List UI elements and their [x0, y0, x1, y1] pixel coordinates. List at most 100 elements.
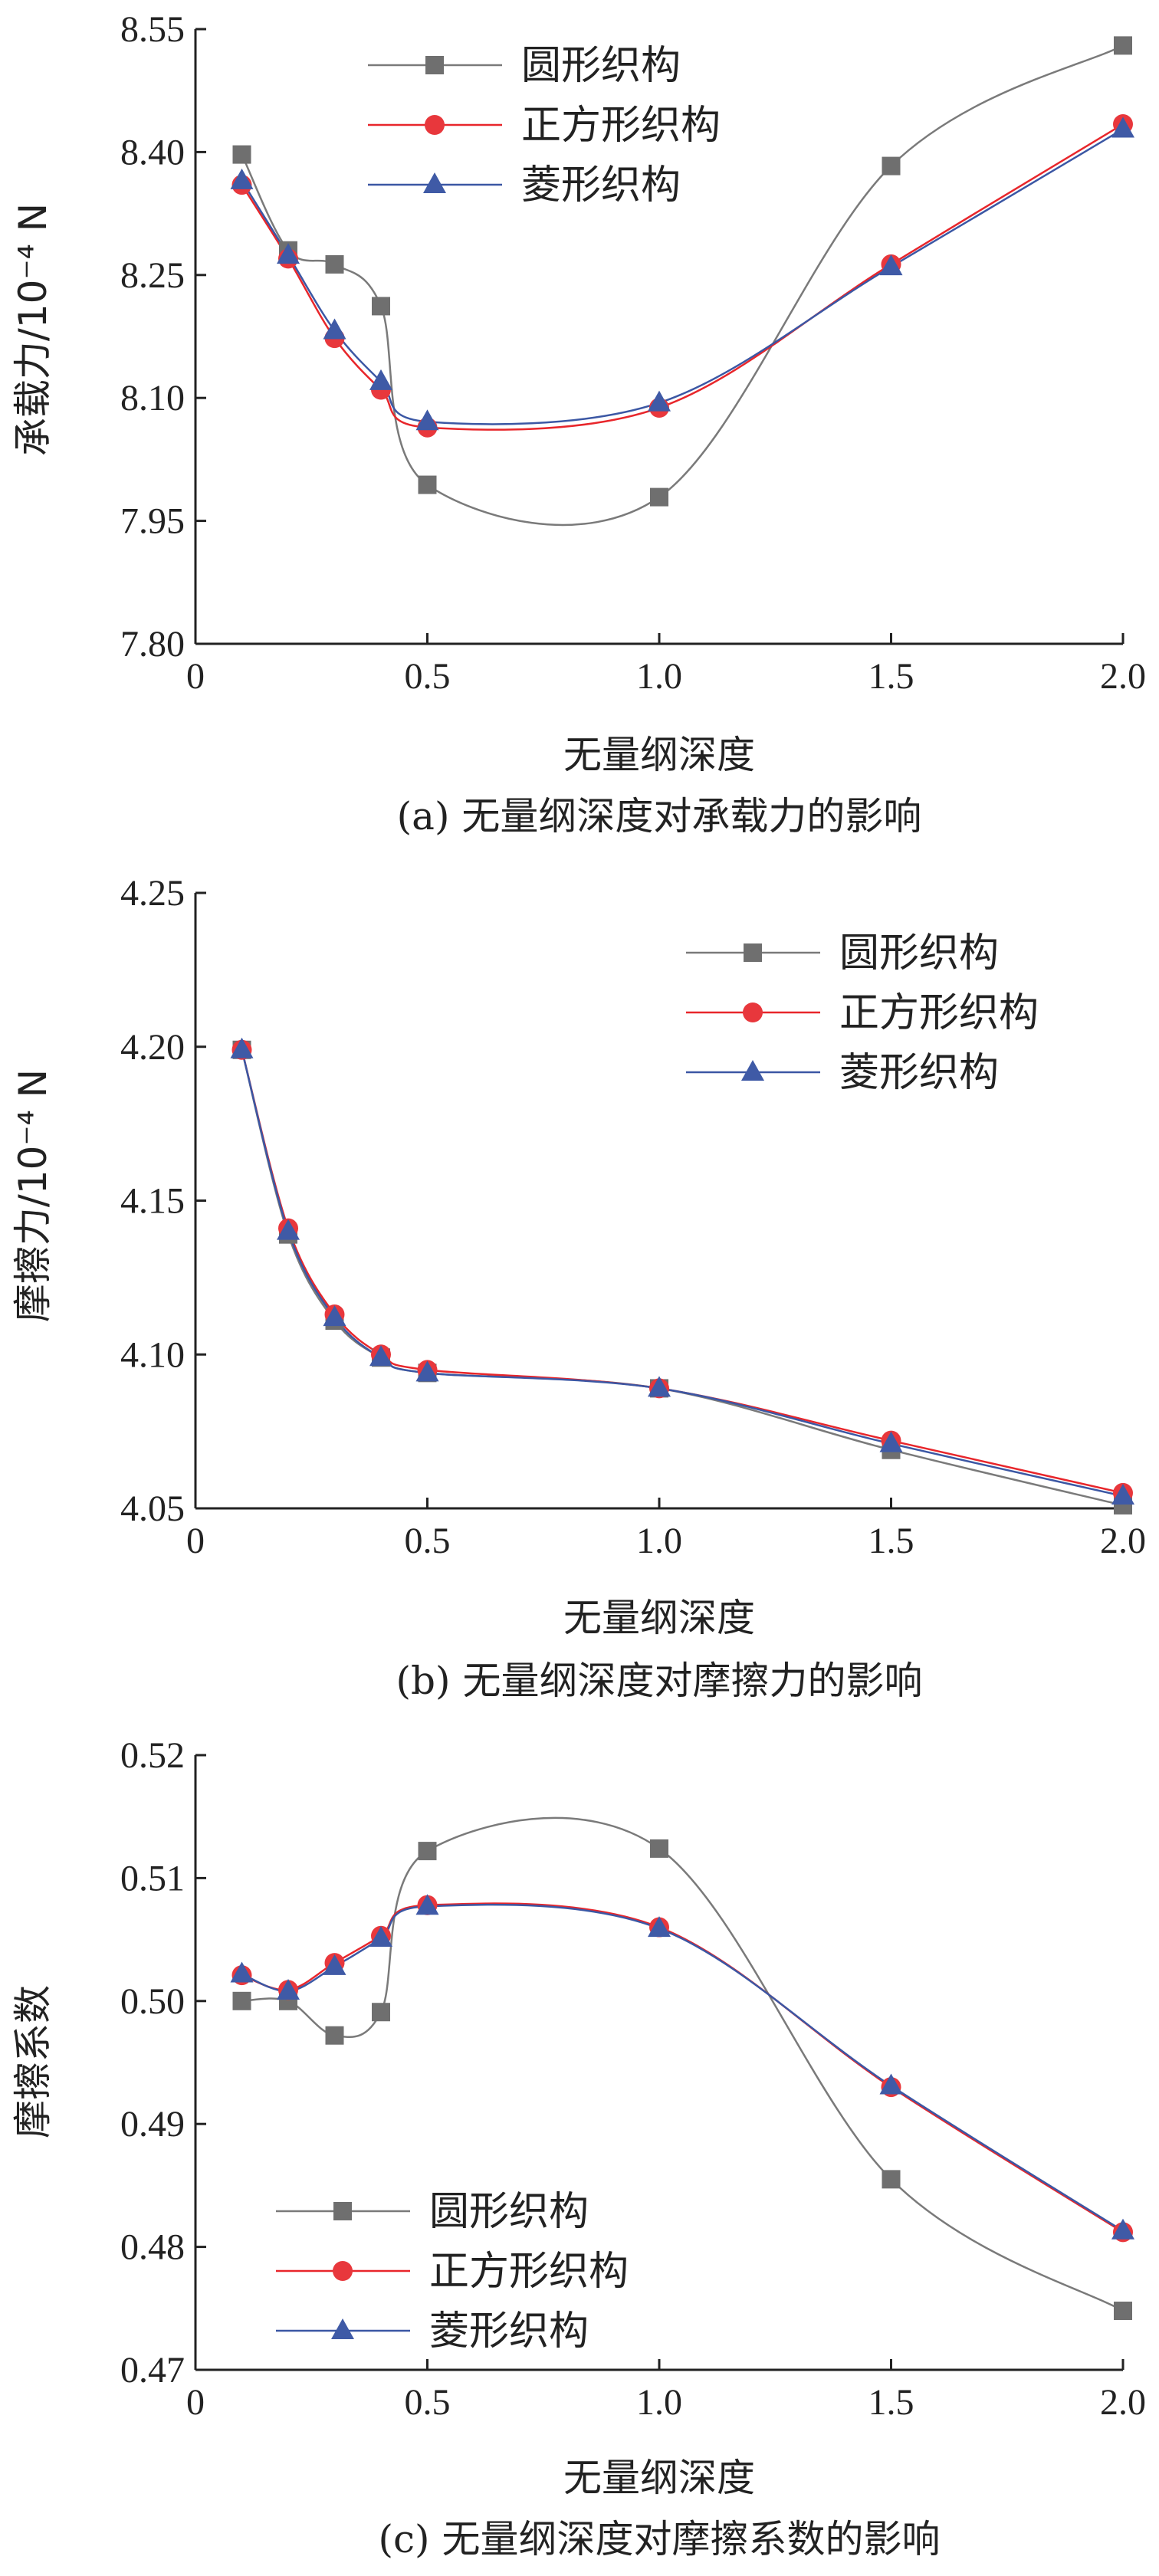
data-point-square [372, 2003, 390, 2022]
series-line-triangle [241, 1903, 1124, 2232]
data-point-square [650, 487, 668, 507]
data-point-triangle [879, 2073, 903, 2095]
y-tick-label: 0.50 [120, 1981, 185, 2022]
data-point-triangle [323, 1954, 346, 1975]
data-point-triangle [369, 1925, 392, 1947]
panel-a-xlabel: 无量纲深度 [563, 733, 755, 777]
series-line-triangle [241, 128, 1124, 425]
panel-a: 7.80 7.95 8.10 8.25 8.40 8.55 0 0.5 1.0 1.5 2.0 圆形织… [11, 9, 1146, 838]
data-point-triangle [323, 1305, 346, 1327]
legend-marker-circle [333, 2261, 353, 2281]
data-point-triangle [648, 1376, 671, 1397]
data-point-triangle [1111, 1483, 1134, 1505]
legend-marker-triangle [741, 1060, 764, 1081]
x-tick-label: 1.0 [636, 2382, 682, 2423]
y-tick-label: 4.20 [120, 1027, 185, 1068]
x-tick-label: 0.5 [405, 1521, 451, 1561]
panel-b-plot: 4.05 4.10 4.15 4.20 4.25 0 0.5 1.0 1.5 2.0 圆形织构正方形… [120, 873, 1146, 1561]
data-point-triangle [879, 1431, 903, 1452]
legend-label: 正方形织构 [521, 103, 721, 149]
legend-label: 菱形织构 [521, 162, 681, 208]
data-point-triangle [230, 168, 254, 189]
data-point-triangle [648, 1916, 671, 1938]
data-point-triangle [879, 254, 903, 276]
legend-label: 圆形织构 [521, 43, 681, 89]
legend-label: 菱形织构 [839, 1050, 999, 1096]
data-point-square [1114, 2302, 1132, 2321]
data-point-square [1114, 36, 1132, 55]
data-point-square [650, 1839, 668, 1858]
panel-b: 4.05 4.10 4.15 4.20 4.25 0 0.5 1.0 1.5 2.0 圆形织构正方形… [11, 873, 1146, 1703]
panel-c-plot: 0.47 0.48 0.49 0.50 0.51 0.52 0 0.5 1.0 1.5 2.0 圆形织… [120, 1735, 1146, 2423]
y-tick-label: 0.47 [120, 2350, 185, 2391]
y-tick-label: 8.40 [120, 132, 185, 172]
x-tick-label: 0 [186, 2382, 205, 2423]
data-point-square [418, 475, 437, 494]
legend-marker-square [425, 56, 444, 74]
x-tick-label: 2.0 [1100, 656, 1146, 697]
panel-b-ylabel: 摩擦力/10⁻⁴ N [11, 1069, 55, 1322]
panel-b-xlabel: 无量纲深度 [563, 1596, 755, 1640]
legend-marker-triangle [331, 2318, 354, 2339]
panel-c-ylabel: 摩擦系数 [11, 1985, 55, 2138]
y-tick-label: 4.10 [120, 1334, 185, 1375]
series-line-circle [241, 1049, 1124, 1495]
panel-a-plot: 7.80 7.95 8.10 8.25 8.40 8.55 0 0.5 1.0 1.5 2.0 圆形织… [120, 9, 1146, 697]
legend-label: 正方形织构 [429, 2249, 629, 2295]
data-point-square [372, 297, 390, 316]
x-tick-label: 0 [186, 656, 205, 697]
panel-b-caption: (b) 无量纲深度对摩擦力的影响 [396, 1659, 923, 1703]
legend-marker-circle [425, 115, 445, 135]
x-tick-label: 1.0 [636, 1521, 682, 1561]
panel-c-xlabel: 无量纲深度 [563, 2456, 755, 2500]
data-point-triangle [230, 1037, 254, 1058]
legend-label: 圆形织构 [429, 2189, 589, 2235]
y-tick-label: 4.05 [120, 1488, 185, 1529]
data-point-triangle [277, 1219, 300, 1240]
y-tick-label: 0.48 [120, 2227, 185, 2268]
y-tick-label: 0.51 [120, 1858, 185, 1898]
x-tick-label: 0 [186, 1521, 205, 1561]
x-tick-label: 0.5 [405, 656, 451, 697]
panel-c: 0.47 0.48 0.49 0.50 0.51 0.52 0 0.5 1.0 1.5 2.0 圆形织… [11, 1735, 1146, 2561]
data-point-triangle [230, 1961, 254, 1983]
data-point-triangle [415, 1894, 439, 1915]
legend-label: 菱形织构 [429, 2309, 589, 2354]
x-tick-label: 2.0 [1100, 2382, 1146, 2423]
y-tick-label: 7.95 [120, 501, 185, 542]
data-point-square [418, 1842, 437, 1861]
data-point-triangle [415, 409, 439, 431]
series-line-square [241, 1049, 1124, 1507]
legend-marker-circle [743, 1003, 763, 1022]
panel-a-caption: (a) 无量纲深度对承载力的影响 [397, 794, 922, 838]
legend-label: 圆形织构 [839, 930, 999, 976]
data-point-triangle [323, 318, 346, 340]
data-point-triangle [1111, 116, 1134, 138]
x-tick-label: 2.0 [1100, 1521, 1146, 1561]
y-tick-label: 0.49 [120, 2104, 185, 2144]
data-point-square [232, 145, 251, 164]
series-line-triangle [241, 1049, 1124, 1498]
data-point-square [882, 156, 901, 176]
series-line-square [241, 1816, 1124, 2312]
x-tick-label: 0.5 [405, 2382, 451, 2423]
legend-marker-square [744, 943, 762, 962]
panel-a-ylabel: 承载力/10⁻⁴ N [11, 203, 55, 456]
series-line-circle [241, 123, 1124, 431]
data-point-triangle [415, 1360, 439, 1382]
data-point-triangle [1111, 2218, 1134, 2240]
data-point-triangle [277, 243, 300, 264]
legend-marker-triangle [423, 172, 446, 193]
y-tick-label: 7.80 [120, 624, 185, 665]
legend-label: 正方形织构 [839, 990, 1039, 1036]
data-point-triangle [369, 1345, 392, 1367]
x-tick-label: 1.5 [868, 2382, 914, 2423]
x-tick-label: 1.5 [868, 1521, 914, 1561]
data-point-triangle [277, 1978, 300, 2000]
y-tick-label: 8.10 [120, 378, 185, 418]
data-point-square [325, 2026, 344, 2045]
data-point-square [882, 2170, 901, 2189]
data-point-square [325, 254, 344, 274]
y-tick-label: 4.25 [120, 873, 185, 914]
